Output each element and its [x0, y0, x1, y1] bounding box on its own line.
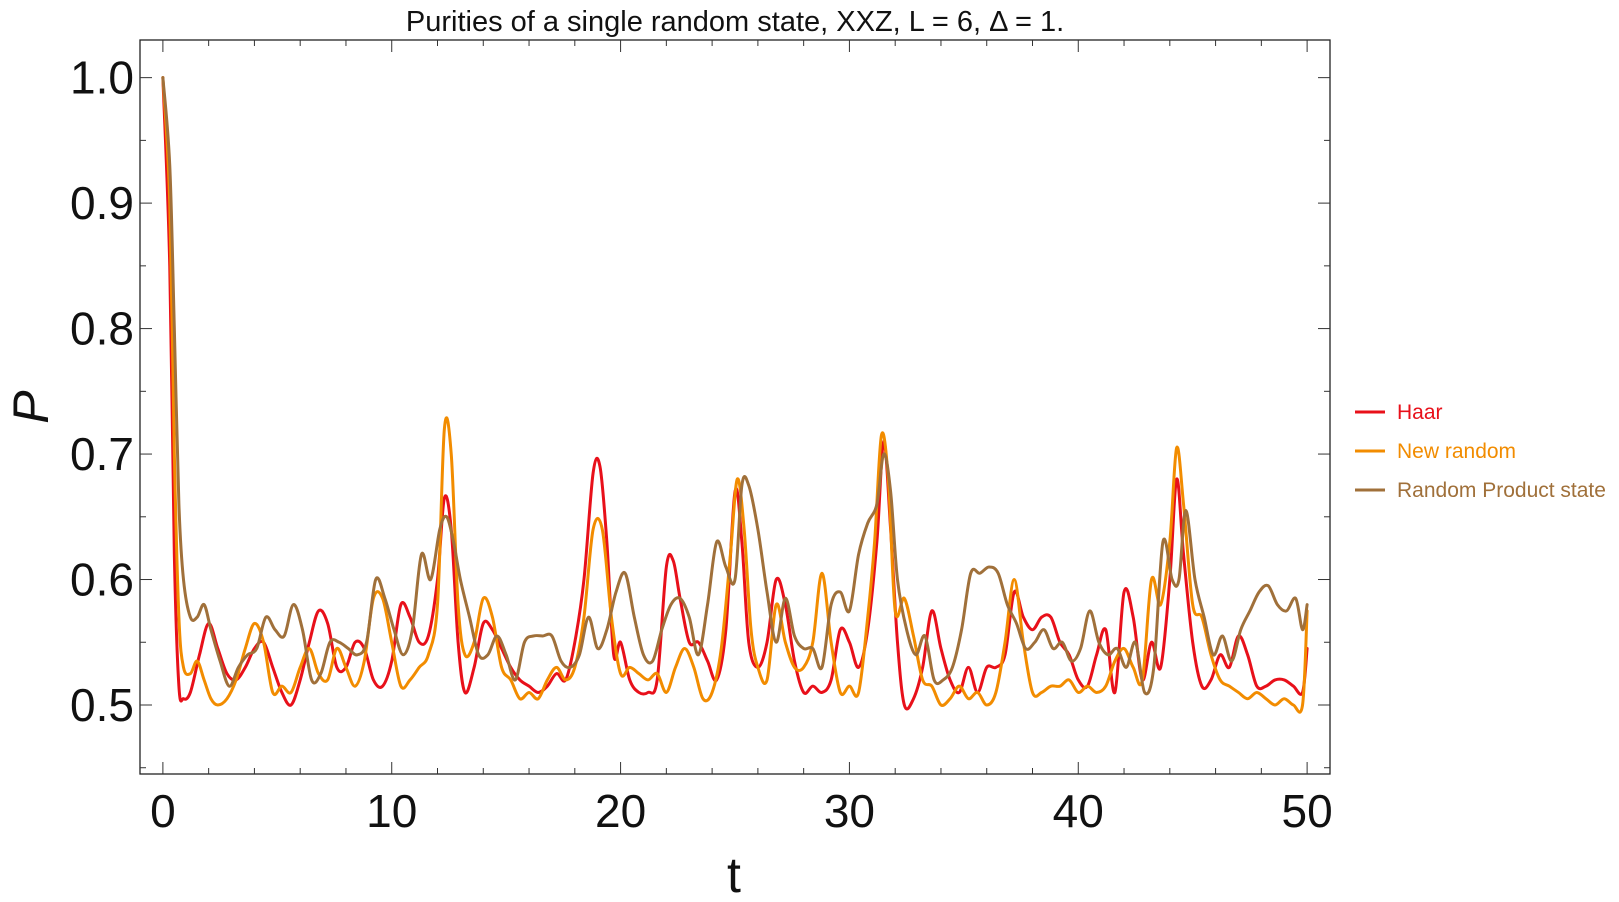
y-tick-label: 0.9: [70, 177, 134, 229]
y-axis-title: P: [3, 390, 59, 424]
x-tick-label: 10: [366, 785, 417, 837]
plot-border: [139, 39, 1331, 775]
x-tick-label: 20: [595, 785, 646, 837]
series-line-haar: [161, 76, 1309, 711]
legend-entry: Haar: [1397, 401, 1443, 424]
series-layer: [161, 76, 1309, 714]
y-tick-label: 1.0: [70, 52, 134, 104]
y-tick-label: 0.5: [70, 679, 134, 731]
y-tick-label: 0.8: [70, 303, 134, 355]
legend: Haar New random Random Product state: [1355, 401, 1606, 502]
plot-frame: [139, 39, 1331, 775]
x-tick-label: 50: [1282, 785, 1333, 837]
series-line-random-product-state: [161, 76, 1309, 696]
legend-entry: Random Product state: [1397, 479, 1606, 502]
chart-title: Purities of a single random state, XXZ, …: [406, 6, 1064, 38]
series-line-new-random: [161, 76, 1309, 714]
x-axis-title: t: [727, 847, 741, 902]
y-tick-label: 0.7: [70, 428, 134, 480]
x-tick-label: 0: [150, 785, 176, 837]
legend-entry: New random: [1397, 440, 1516, 463]
y-tick-label: 0.6: [70, 554, 134, 606]
x-tick-label: 40: [1053, 785, 1104, 837]
axis-ticks: 0 10 20 30 40 50 0.5 0.6 0.7 0.8 0.9 1.0: [70, 40, 1333, 837]
x-tick-label: 30: [824, 785, 875, 837]
